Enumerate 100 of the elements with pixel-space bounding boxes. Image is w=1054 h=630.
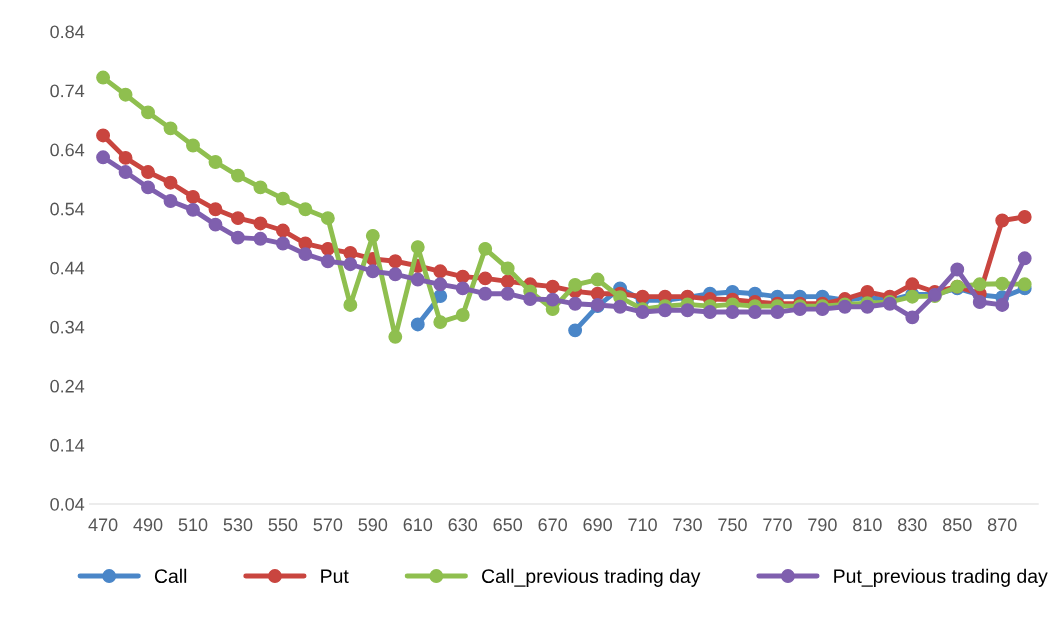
x-tick-label: 630: [448, 518, 478, 532]
point: [590, 272, 605, 287]
point: [275, 191, 290, 206]
point: [298, 202, 313, 217]
point: [410, 317, 425, 332]
point: [275, 236, 290, 251]
point: [141, 165, 155, 180]
y-tick-label: 0.44: [50, 261, 85, 275]
point: [433, 277, 448, 292]
legend-label: Call: [154, 568, 187, 584]
y-tick-label: 0.14: [50, 438, 85, 452]
point: [433, 315, 448, 330]
point: [905, 277, 920, 292]
point: [163, 175, 178, 190]
point: [231, 168, 245, 183]
point: [275, 223, 290, 238]
point: [500, 261, 515, 276]
point: [96, 128, 111, 143]
point: [320, 241, 335, 256]
point: [163, 121, 178, 136]
x-tick-label: 850: [942, 518, 972, 532]
point: [343, 298, 358, 312]
x-tick-label: 650: [493, 518, 523, 532]
point: [343, 257, 358, 272]
point: [231, 211, 245, 226]
point: [186, 189, 200, 204]
point: [141, 180, 155, 195]
point: [96, 70, 111, 85]
x-tick-label: 810: [853, 518, 882, 532]
x-tick-label: 830: [898, 518, 927, 532]
point: [388, 254, 403, 269]
x-tick-label: 510: [178, 518, 208, 532]
point: [613, 299, 628, 314]
point: [455, 308, 470, 322]
legend-label: Put: [321, 569, 349, 584]
point: [950, 262, 965, 277]
point: [186, 202, 200, 217]
point: [905, 310, 920, 325]
legend-label: Put_previous trading day: [834, 568, 1048, 587]
point: [253, 231, 268, 246]
point: [995, 298, 1010, 312]
point: [343, 246, 358, 260]
y-tick-label: 0.64: [50, 143, 85, 157]
point: [141, 105, 155, 120]
x-tick-label: 750: [718, 518, 747, 532]
y-tick-label: 0.04: [50, 497, 85, 511]
point: [208, 217, 223, 232]
point: [478, 286, 493, 301]
point: [455, 281, 470, 296]
point: [320, 211, 335, 226]
point: [568, 277, 583, 292]
x-tick-label: 690: [583, 518, 612, 532]
point: [748, 305, 762, 319]
point: [545, 292, 560, 307]
x-tick-label: 770: [763, 518, 792, 532]
point: [478, 271, 493, 286]
x-tick-label: 710: [628, 518, 657, 532]
y-tick-label: 0.34: [50, 320, 85, 334]
point: [500, 274, 515, 289]
point: [725, 305, 740, 319]
point: [972, 295, 987, 309]
point: [658, 303, 672, 318]
point: [96, 150, 111, 165]
point: [365, 264, 380, 279]
point: [320, 254, 335, 269]
point: [186, 138, 200, 153]
point: [523, 292, 538, 306]
x-tick-label: 570: [313, 518, 343, 532]
point: [118, 165, 133, 180]
point: [433, 264, 448, 279]
point: [500, 286, 515, 301]
y-tick-label: 0.54: [50, 202, 85, 216]
point: [545, 279, 560, 294]
point: [388, 267, 403, 282]
x-tick-label: 870: [987, 518, 1017, 532]
point: [455, 269, 470, 284]
x-tick-label: 530: [223, 518, 253, 532]
x-tick-label: 590: [358, 518, 388, 532]
x-tick-label: 730: [673, 518, 702, 532]
y-tick-label: 0.74: [50, 84, 85, 98]
x-tick-label: 550: [268, 518, 298, 532]
point: [995, 213, 1010, 228]
point: [1017, 210, 1032, 224]
point: [1017, 277, 1032, 292]
x-tick-label: 470: [88, 518, 118, 532]
point: [410, 272, 425, 287]
point: [388, 329, 403, 344]
point: [680, 303, 695, 318]
x-tick-label: 790: [808, 518, 837, 532]
y-tick-label: 0.24: [50, 379, 85, 393]
point: [208, 155, 223, 169]
point: [478, 241, 493, 256]
point: [118, 150, 133, 165]
point: [568, 323, 583, 338]
point: [1017, 251, 1032, 266]
y-tick-label: 0.84: [50, 25, 85, 39]
point: [410, 240, 425, 255]
point: [253, 216, 268, 231]
x-tick-label: 670: [538, 518, 568, 532]
point: [163, 194, 178, 208]
